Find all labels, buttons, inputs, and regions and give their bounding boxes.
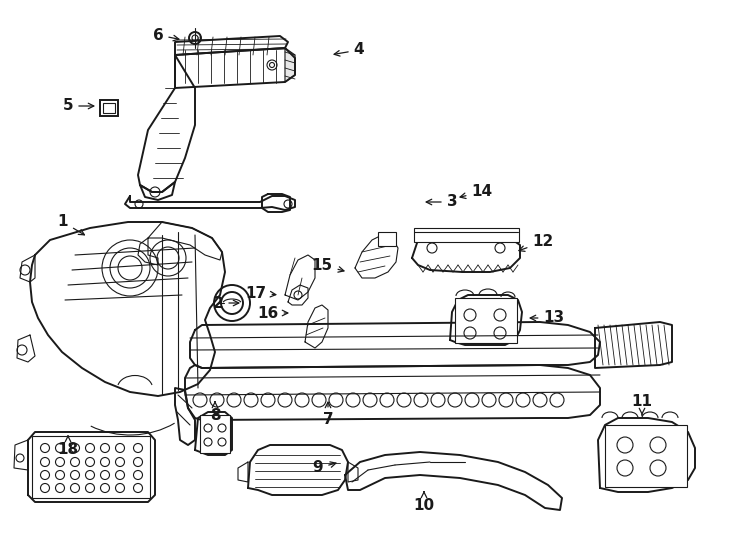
Polygon shape <box>20 255 35 282</box>
Text: 9: 9 <box>313 461 336 476</box>
Bar <box>455 298 517 343</box>
Polygon shape <box>348 462 358 482</box>
Text: 18: 18 <box>57 436 79 457</box>
Polygon shape <box>175 388 195 445</box>
Polygon shape <box>598 418 695 492</box>
Polygon shape <box>175 48 295 88</box>
Text: 8: 8 <box>210 402 220 422</box>
Text: 2: 2 <box>213 295 239 310</box>
Text: 13: 13 <box>530 310 564 326</box>
Text: 1: 1 <box>58 214 84 235</box>
Polygon shape <box>285 48 295 82</box>
Text: 11: 11 <box>631 395 653 415</box>
Bar <box>414 228 519 242</box>
Polygon shape <box>262 194 290 212</box>
Polygon shape <box>30 222 225 396</box>
Text: 3: 3 <box>426 194 457 210</box>
Polygon shape <box>595 322 672 368</box>
Polygon shape <box>125 196 295 210</box>
Polygon shape <box>190 322 600 368</box>
Polygon shape <box>140 182 175 200</box>
Polygon shape <box>238 462 248 482</box>
Polygon shape <box>17 335 35 362</box>
Polygon shape <box>195 412 232 455</box>
Polygon shape <box>288 285 308 305</box>
Text: 5: 5 <box>62 98 94 113</box>
Text: 7: 7 <box>323 402 333 428</box>
Bar <box>100 100 118 116</box>
Polygon shape <box>450 295 522 345</box>
Polygon shape <box>305 305 328 348</box>
Text: 12: 12 <box>519 234 553 251</box>
Text: 14: 14 <box>460 185 493 199</box>
Text: 4: 4 <box>334 43 364 57</box>
Polygon shape <box>412 230 520 272</box>
Polygon shape <box>285 255 315 300</box>
Bar <box>378 232 396 246</box>
Polygon shape <box>28 432 155 502</box>
Polygon shape <box>14 440 28 470</box>
Text: 17: 17 <box>245 286 276 300</box>
Bar <box>605 425 687 487</box>
Bar <box>200 415 230 453</box>
Text: 16: 16 <box>258 306 288 321</box>
Text: 6: 6 <box>153 28 179 43</box>
Polygon shape <box>138 222 222 265</box>
Polygon shape <box>345 452 562 510</box>
Polygon shape <box>138 55 195 192</box>
Polygon shape <box>175 36 288 55</box>
Polygon shape <box>185 365 600 420</box>
Text: 10: 10 <box>413 492 435 512</box>
Text: 15: 15 <box>311 258 344 273</box>
Bar <box>103 103 115 113</box>
Polygon shape <box>248 445 348 495</box>
Bar <box>32 436 150 498</box>
Polygon shape <box>355 235 398 278</box>
